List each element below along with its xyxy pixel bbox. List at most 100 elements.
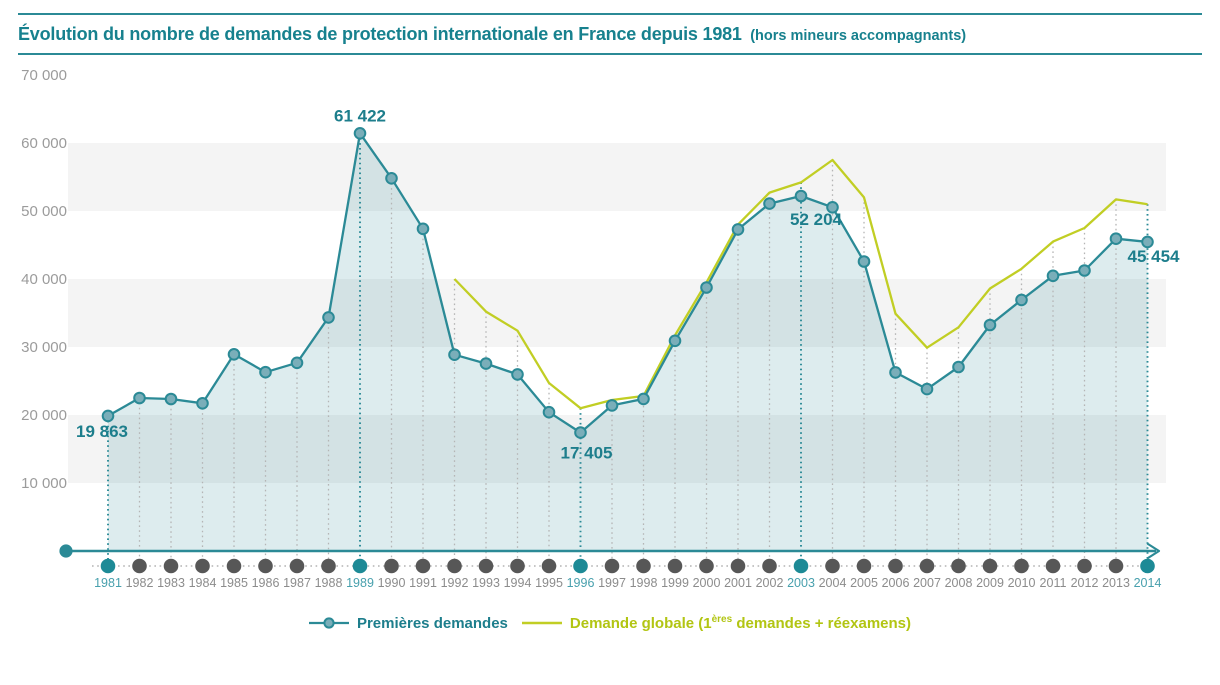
year-dot xyxy=(793,558,809,574)
x-tick-label: 2008 xyxy=(945,576,973,590)
year-dot xyxy=(415,558,431,574)
x-tick-label: 2002 xyxy=(756,576,784,590)
series-line-premieres xyxy=(107,132,1148,434)
x-tick-label: 1998 xyxy=(630,576,658,590)
grid-band xyxy=(68,415,1166,483)
y-tick-label: 60 000 xyxy=(21,135,67,152)
chart-legend: Premières demandes Demande globale (1ère… xyxy=(0,614,1220,632)
data-point xyxy=(353,127,367,140)
x-tick-label: 2014 xyxy=(1134,576,1162,590)
data-point xyxy=(1141,235,1154,249)
year-dot xyxy=(510,558,525,574)
x-tick-label: 1991 xyxy=(409,576,437,590)
y-tick-label: 50 000 xyxy=(21,203,67,220)
data-point xyxy=(826,201,839,214)
data-point xyxy=(448,348,461,362)
value-annotation: 61 422 xyxy=(334,106,386,125)
x-tick-label: 2003 xyxy=(787,576,815,590)
data-point xyxy=(259,365,272,379)
x-tick-label: 2004 xyxy=(819,576,847,590)
year-dot xyxy=(384,558,399,574)
series-line-globale xyxy=(453,158,1148,410)
x-tick-label: 1990 xyxy=(378,576,406,590)
x-tick-label: 2005 xyxy=(850,576,878,590)
value-annotation: 45 454 xyxy=(1128,247,1181,266)
value-annotation: 52 204 xyxy=(790,210,843,229)
series-area-fill xyxy=(108,133,1148,552)
data-point xyxy=(952,360,965,374)
data-point xyxy=(637,392,650,406)
data-point xyxy=(605,399,619,412)
x-tick-label: 2000 xyxy=(693,576,721,590)
yellow-line-icon xyxy=(521,621,562,625)
year-dot xyxy=(226,558,242,574)
value-annotation: 17 405 xyxy=(561,444,613,463)
x-tick-label: 1989 xyxy=(346,576,374,590)
year-dot xyxy=(541,558,557,574)
data-point xyxy=(133,391,146,405)
data-point xyxy=(385,172,398,185)
year-dot xyxy=(951,558,966,574)
x-tick-label: 2010 xyxy=(1008,576,1036,590)
data-point xyxy=(920,382,934,396)
x-tick-label: 2001 xyxy=(724,576,752,590)
line-chart: 70 000 60 000 50 000 40 000 30 000 20 000 10 0… xyxy=(21,67,1181,590)
data-point xyxy=(574,426,587,439)
x-tick-label: 1985 xyxy=(220,576,248,590)
data-point xyxy=(700,281,713,294)
x-tick-label: 1981 xyxy=(94,576,122,590)
x-tick-label: 1994 xyxy=(504,576,532,590)
x-tick-label: 1997 xyxy=(598,576,626,590)
year-dot xyxy=(762,558,777,574)
year-dot xyxy=(447,558,462,574)
data-point xyxy=(542,405,556,419)
data-point xyxy=(290,356,304,370)
x-tick-label: 1984 xyxy=(189,576,217,590)
x-tick-label: 2013 xyxy=(1102,576,1130,590)
x-tick-label: 1983 xyxy=(157,576,185,590)
x-tick-label: 1987 xyxy=(283,576,311,590)
data-point xyxy=(322,311,335,324)
year-dot xyxy=(667,558,683,574)
year-dot xyxy=(100,558,116,574)
year-dot xyxy=(856,558,872,574)
data-point xyxy=(889,366,902,379)
year-dot xyxy=(1077,558,1092,574)
title-row: Évolution du nombre de demandes de prote… xyxy=(18,15,1202,53)
page: Évolution du nombre de demandes de prote… xyxy=(0,13,1220,685)
data-point xyxy=(416,222,430,236)
year-dot xyxy=(1108,558,1124,574)
data-point xyxy=(1046,269,1060,283)
value-annotation: 19 863 xyxy=(76,422,128,441)
data-point xyxy=(101,409,115,423)
chart-header: Évolution du nombre de demandes de prote… xyxy=(18,13,1202,55)
year-dot xyxy=(699,558,714,574)
year-dot xyxy=(1140,558,1155,574)
x-tick-label: 1999 xyxy=(661,576,689,590)
x-tick-label: 2012 xyxy=(1071,576,1099,590)
x-tick-label: 1986 xyxy=(252,576,280,590)
page-title: Évolution du nombre de demandes de prote… xyxy=(18,24,742,44)
data-point xyxy=(479,357,493,370)
x-tick-label: 2006 xyxy=(882,576,910,590)
legend-label-premieres: Premières demandes xyxy=(356,614,508,632)
page-subtitle: (hors mineurs accompagnants) xyxy=(750,28,967,44)
year-dot xyxy=(573,558,588,574)
x-tick-label: 2009 xyxy=(976,576,1004,590)
data-point xyxy=(794,189,808,203)
y-tick-label: 40 000 xyxy=(21,271,67,288)
x-tick-label: 1988 xyxy=(315,576,343,590)
axis-arrow-icon xyxy=(1146,542,1161,560)
data-point xyxy=(731,223,745,236)
chart-area: 70 000 60 000 50 000 40 000 30 000 20 000 10 0… xyxy=(0,55,1220,605)
year-dot xyxy=(1045,558,1061,574)
y-tick-label: 20 000 xyxy=(21,407,67,424)
y-tick-label: 10 000 xyxy=(21,475,67,492)
y-tick-label: 70 000 xyxy=(21,67,67,84)
data-point xyxy=(196,397,209,410)
year-dot xyxy=(919,558,935,574)
legend-label-globale: Demande globale (1ères demandes + réexam… xyxy=(569,614,912,632)
year-dot xyxy=(1014,558,1029,574)
year-dot xyxy=(321,558,336,574)
x-tick-label: 2007 xyxy=(913,576,941,590)
